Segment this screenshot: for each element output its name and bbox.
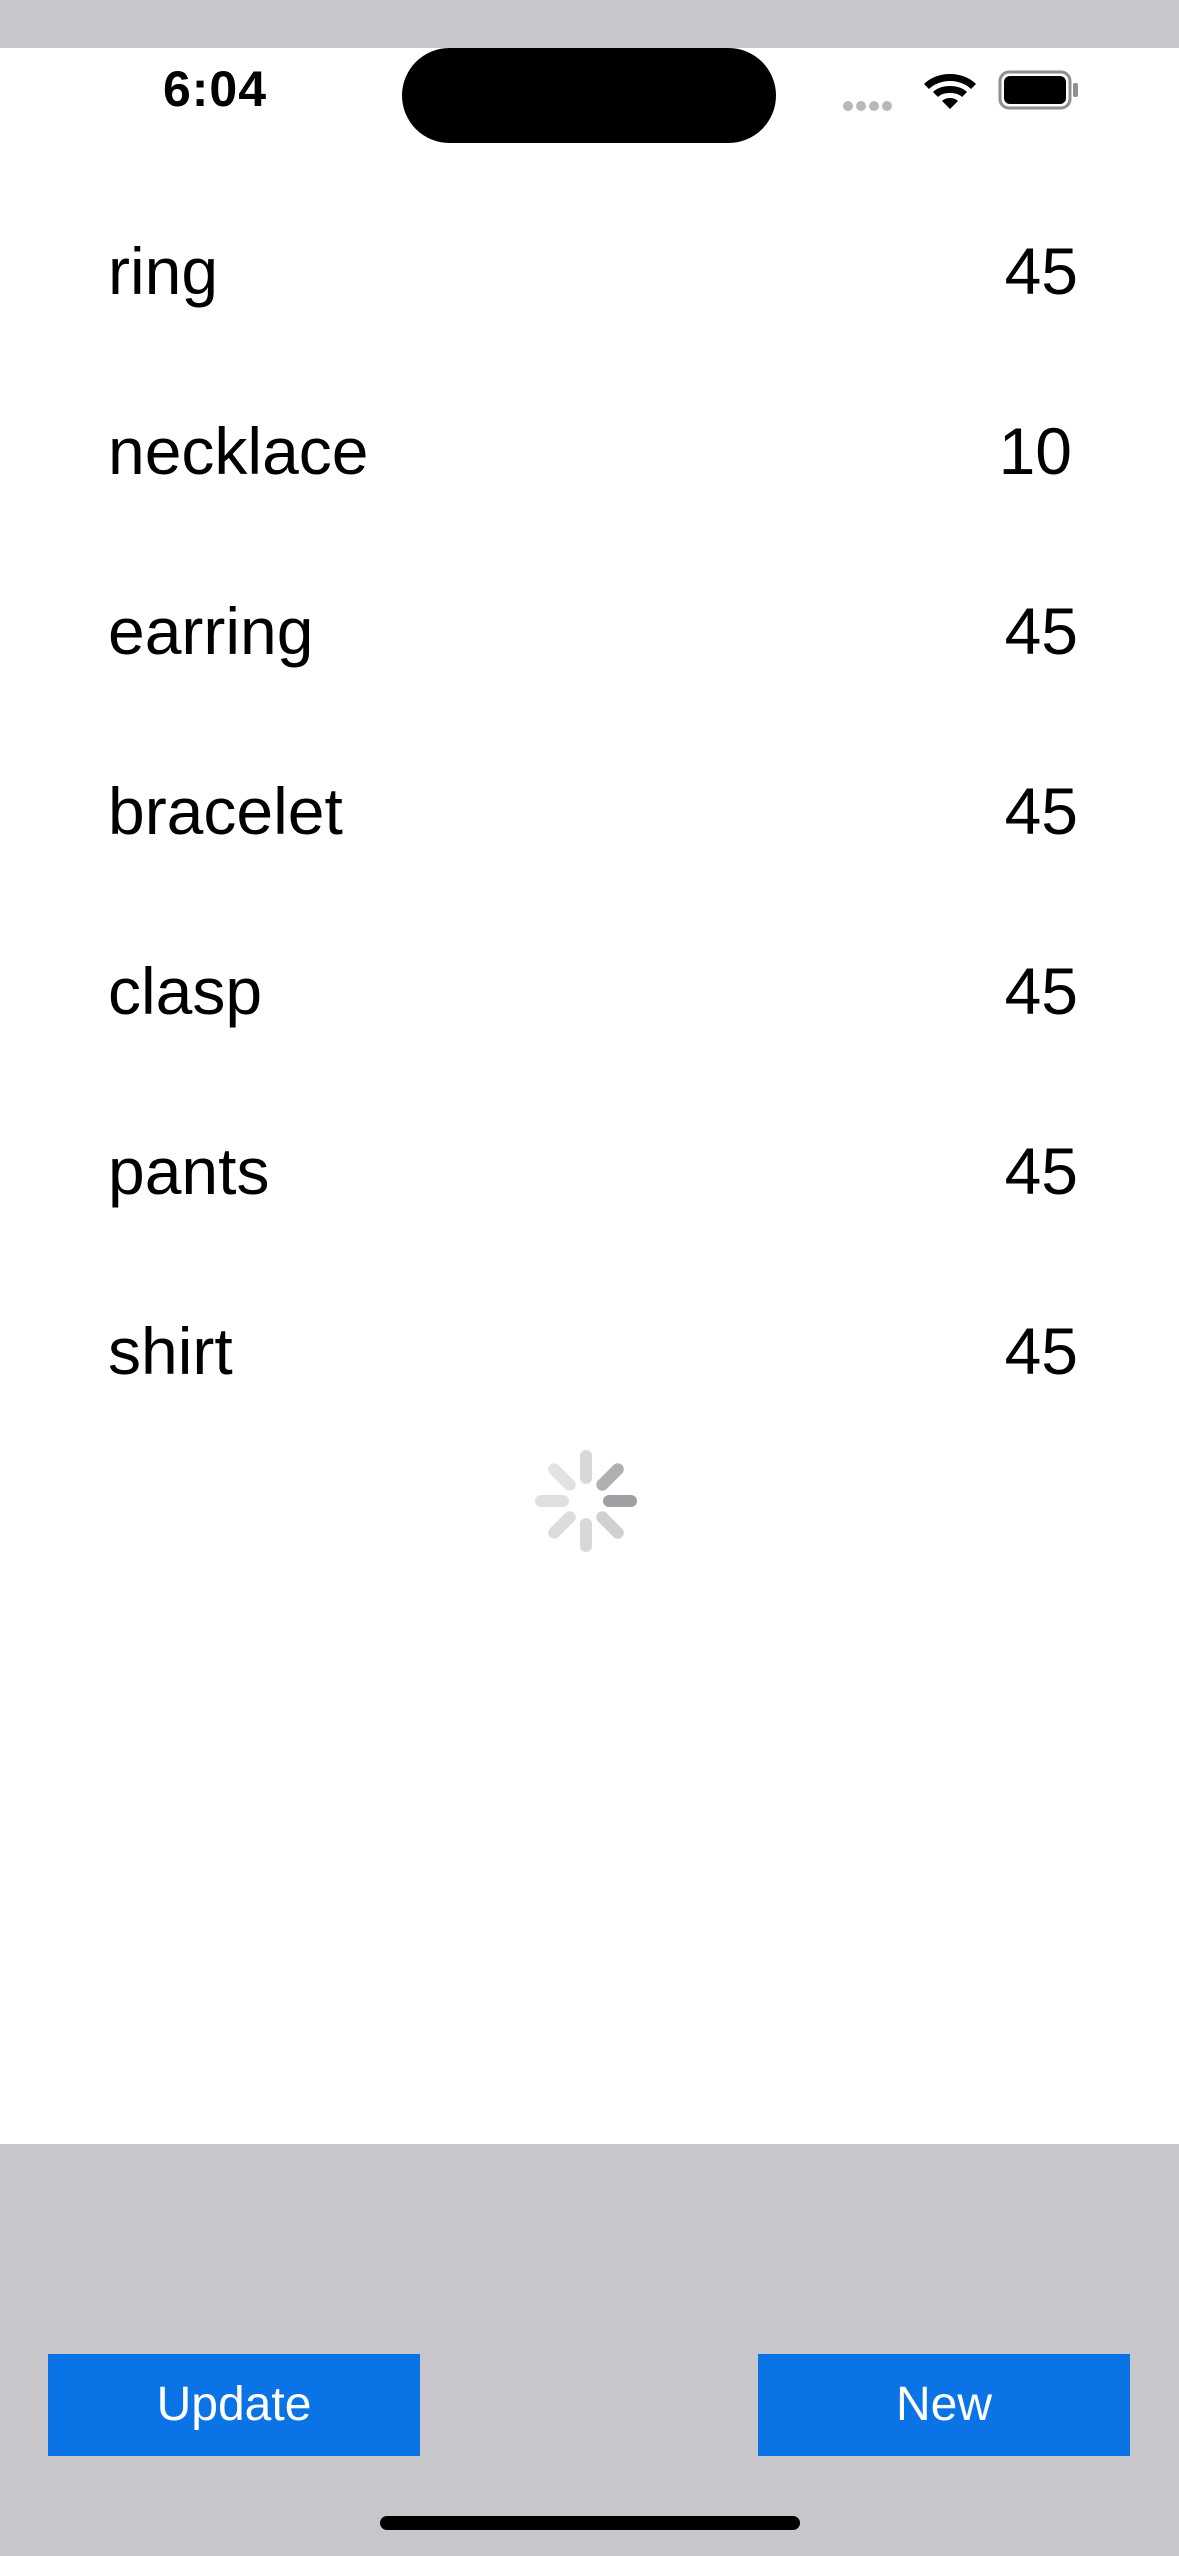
list-item[interactable]: bracelet 45 <box>0 747 1179 867</box>
top-strip <box>0 0 1179 48</box>
new-button[interactable]: New <box>758 2354 1130 2456</box>
list-item[interactable]: pants 45 <box>0 1107 1179 1227</box>
item-quantity: 45 <box>1004 1134 1078 1208</box>
item-quantity: 10 <box>998 414 1072 488</box>
home-indicator[interactable] <box>380 2516 800 2530</box>
status-bar: 6:04 <box>0 48 1179 178</box>
item-name: earring <box>108 594 314 668</box>
dynamic-island <box>402 48 776 143</box>
bottom-toolbar: Update New <box>0 2144 1179 2556</box>
list-item[interactable]: earring 45 <box>0 567 1179 687</box>
list-item[interactable]: necklace 10 <box>0 387 1179 507</box>
item-name: necklace <box>108 414 369 488</box>
wifi-icon <box>924 74 976 109</box>
item-quantity: 45 <box>1004 594 1078 668</box>
item-quantity: 45 <box>1004 1314 1078 1388</box>
item-quantity: 45 <box>1004 234 1078 308</box>
item-name: bracelet <box>108 774 343 848</box>
item-name: clasp <box>108 954 263 1028</box>
list-item[interactable]: clasp 45 <box>0 927 1179 1047</box>
update-button[interactable]: Update <box>48 2354 420 2456</box>
item-name: ring <box>108 234 219 308</box>
list-item[interactable]: ring 45 <box>0 207 1179 327</box>
item-name: pants <box>108 1134 270 1208</box>
status-time: 6:04 <box>162 61 268 117</box>
item-quantity: 45 <box>1004 954 1078 1028</box>
loading-spinner-icon <box>535 1450 637 1552</box>
battery-icon <box>998 70 1078 110</box>
list-item[interactable]: shirt 45 <box>0 1287 1179 1407</box>
cellular-signal-icon <box>843 98 903 111</box>
item-quantity: 45 <box>1004 774 1078 848</box>
item-name: shirt <box>108 1314 233 1388</box>
